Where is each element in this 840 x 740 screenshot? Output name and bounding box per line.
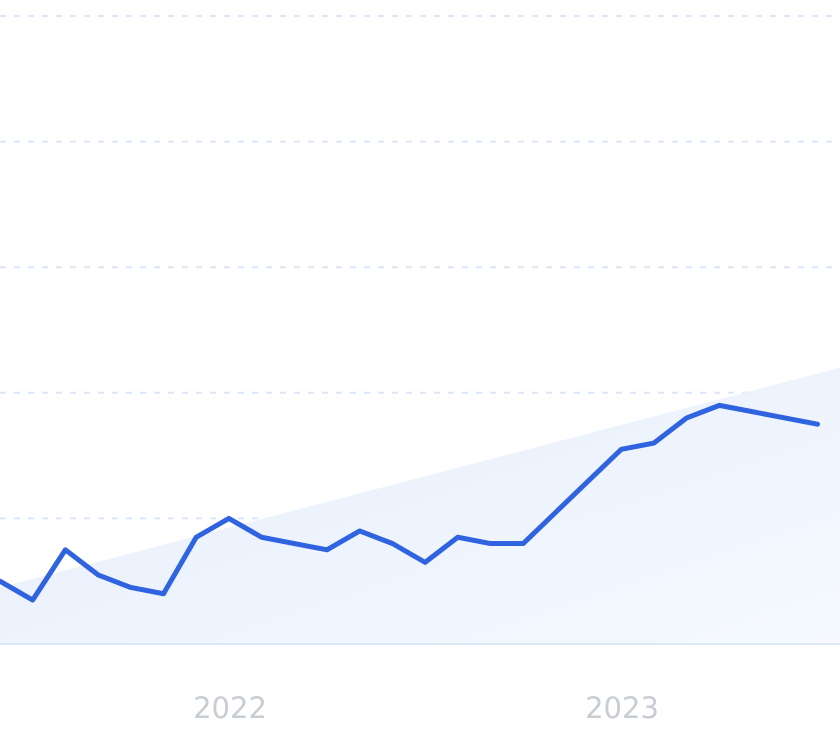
data-point-2022-07	[391, 543, 393, 545]
data-point-2023-06	[751, 411, 753, 413]
data-point-2022-04	[293, 543, 295, 545]
data-point-2023-07	[784, 417, 786, 419]
data-point-2022-10	[490, 543, 491, 545]
data-point-2022-08	[424, 561, 426, 563]
data-point-2022-03	[261, 536, 263, 538]
data-point-2021-10	[97, 574, 99, 576]
data-point-2023-04	[686, 417, 688, 419]
data-points	[0, 404, 818, 601]
data-point-2022-11	[522, 543, 524, 545]
data-point-2021-08	[32, 599, 34, 601]
data-point-2022-05	[326, 549, 328, 551]
data-point-2023-03	[653, 442, 655, 444]
data-point-2022-02	[228, 517, 230, 519]
x-tick-label-2023: 2023	[585, 691, 659, 725]
data-point-2023-02	[620, 448, 622, 450]
data-point-2022-01	[195, 536, 197, 538]
data-point-2023-08	[817, 423, 818, 425]
data-point-2023-01	[588, 480, 590, 482]
data-point-2022-09	[457, 536, 459, 538]
data-point-2023-05	[718, 404, 720, 406]
x-tick-label-2022: 2022	[193, 691, 267, 725]
series-line	[0, 402, 820, 603]
data-point-2022-12	[555, 511, 557, 513]
data-point-2021-11	[130, 586, 132, 588]
trend-band-area	[0, 367, 840, 644]
data-point-2021-12	[163, 593, 164, 595]
data-point-2021-09	[64, 549, 66, 551]
data-point-2021-07	[0, 580, 1, 582]
data-point-2022-06	[359, 530, 361, 532]
